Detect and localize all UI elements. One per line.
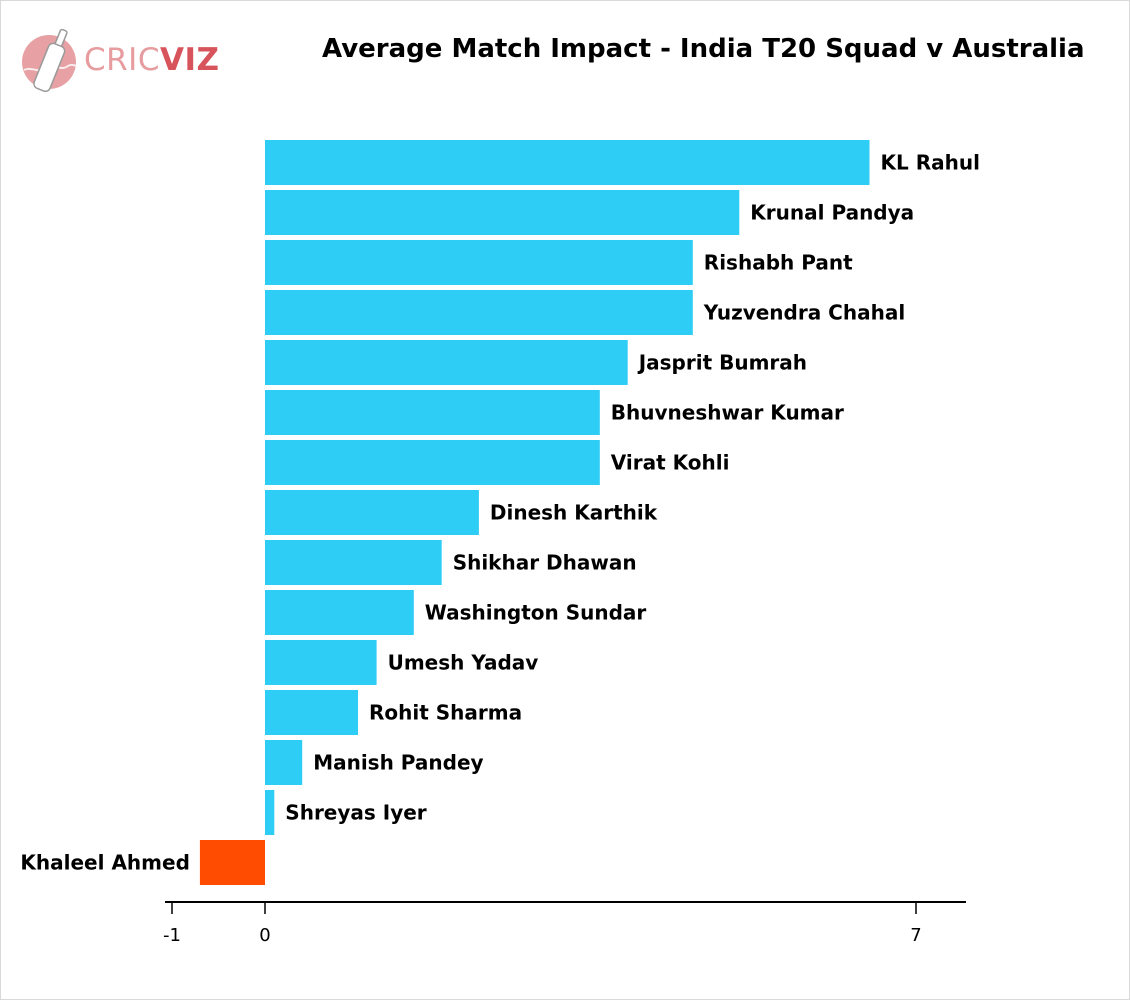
bar-label: Dinesh Karthik bbox=[490, 501, 658, 525]
bar-label: Washington Sundar bbox=[425, 601, 647, 625]
bar bbox=[199, 840, 265, 885]
bar bbox=[265, 640, 377, 685]
bar-label: Bhuvneshwar Kumar bbox=[611, 401, 844, 425]
bar-label: Manish Pandey bbox=[313, 751, 483, 775]
bar-label: Krunal Pandya bbox=[750, 201, 914, 225]
brand-wordmark-part1: CRIC bbox=[84, 42, 160, 78]
bar bbox=[265, 740, 303, 785]
bar bbox=[265, 440, 600, 485]
brand-wordmark-part2: VIZ bbox=[159, 42, 220, 78]
bar bbox=[265, 140, 870, 185]
bar-label: Yuzvendra Chahal bbox=[703, 301, 905, 325]
bar-label: KL Rahul bbox=[881, 151, 980, 175]
bar bbox=[265, 490, 479, 535]
brand-wordmark: CRICVIZ bbox=[84, 42, 220, 78]
x-axis: -1 0 7 bbox=[163, 901, 966, 946]
x-tick-label: 7 bbox=[910, 925, 921, 946]
chart-title: Average Match Impact - India T20 Squad v… bbox=[322, 34, 1085, 64]
bar bbox=[265, 790, 275, 835]
cricviz-logo bbox=[22, 26, 192, 100]
bar-label: Jasprit Bumrah bbox=[637, 351, 807, 375]
bar bbox=[265, 690, 358, 735]
x-tick-label: 0 bbox=[259, 925, 270, 946]
bar-label: Umesh Yadav bbox=[388, 651, 539, 675]
bar-label: Rohit Sharma bbox=[369, 701, 522, 725]
bar bbox=[265, 290, 693, 335]
cricket-bat-icon bbox=[22, 28, 79, 93]
bar-label: Shreyas Iyer bbox=[285, 801, 427, 825]
bar bbox=[265, 390, 600, 435]
bar bbox=[265, 240, 693, 285]
bar bbox=[265, 590, 414, 635]
bars-group bbox=[199, 140, 870, 885]
bar bbox=[265, 340, 628, 385]
bar-label: Virat Kohli bbox=[611, 451, 730, 475]
x-tick-label: -1 bbox=[163, 925, 181, 946]
bar-label: Khaleel Ahmed bbox=[20, 851, 189, 875]
bar bbox=[265, 190, 740, 235]
bar-label: Shikhar Dhawan bbox=[453, 551, 637, 575]
bar-label: Rishabh Pant bbox=[704, 251, 853, 275]
bar-labels-group: KL Rahul Krunal Pandya Rishabh Pant Yuzvend… bbox=[20, 151, 980, 875]
bar bbox=[265, 540, 442, 585]
